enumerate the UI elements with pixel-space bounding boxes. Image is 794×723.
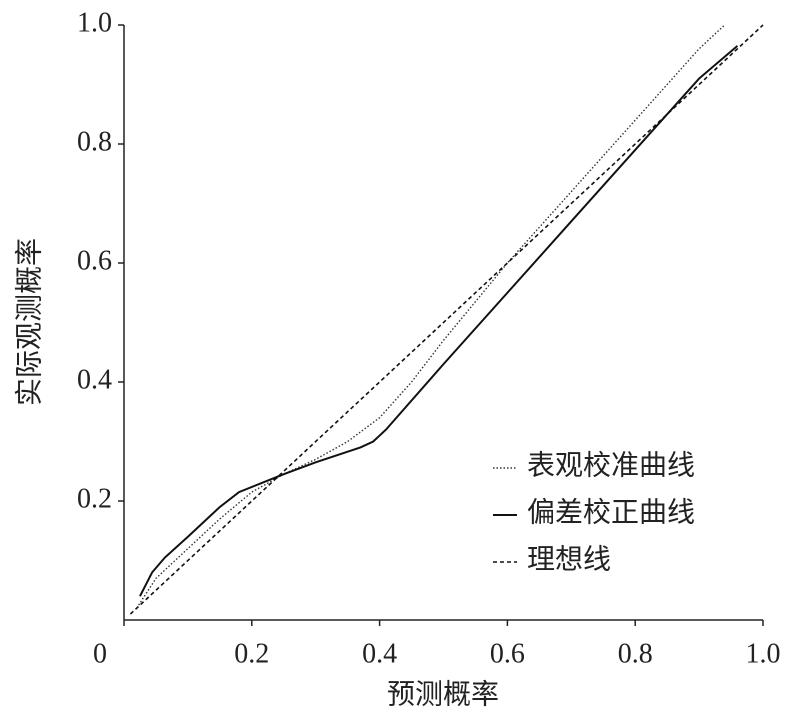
y-tick-label: 0.6 [77, 245, 112, 276]
y-tick-label: 1.0 [77, 7, 112, 38]
y-tick-label: 0.8 [77, 126, 112, 157]
legend-label: 表观校准曲线 [527, 449, 695, 481]
x-tick-label: 0.6 [490, 638, 525, 669]
x-axis-title: 预测概率 [387, 678, 499, 710]
x-tick-label: 0.4 [362, 638, 397, 669]
legend-label: 理想线 [527, 543, 611, 575]
x-tick-label: 0.2 [234, 638, 269, 669]
x-tick-label: 0 [93, 638, 107, 669]
y-tick-label: 0.4 [77, 364, 112, 395]
legend-label: 偏差校正曲线 [527, 496, 695, 528]
x-tick-label: 1.0 [746, 638, 781, 669]
x-tick-label: 0.8 [618, 638, 653, 669]
y-tick-label: 0.2 [77, 483, 112, 514]
series-line [139, 45, 739, 597]
y-axis-title: 实际观测概率 [13, 238, 45, 406]
